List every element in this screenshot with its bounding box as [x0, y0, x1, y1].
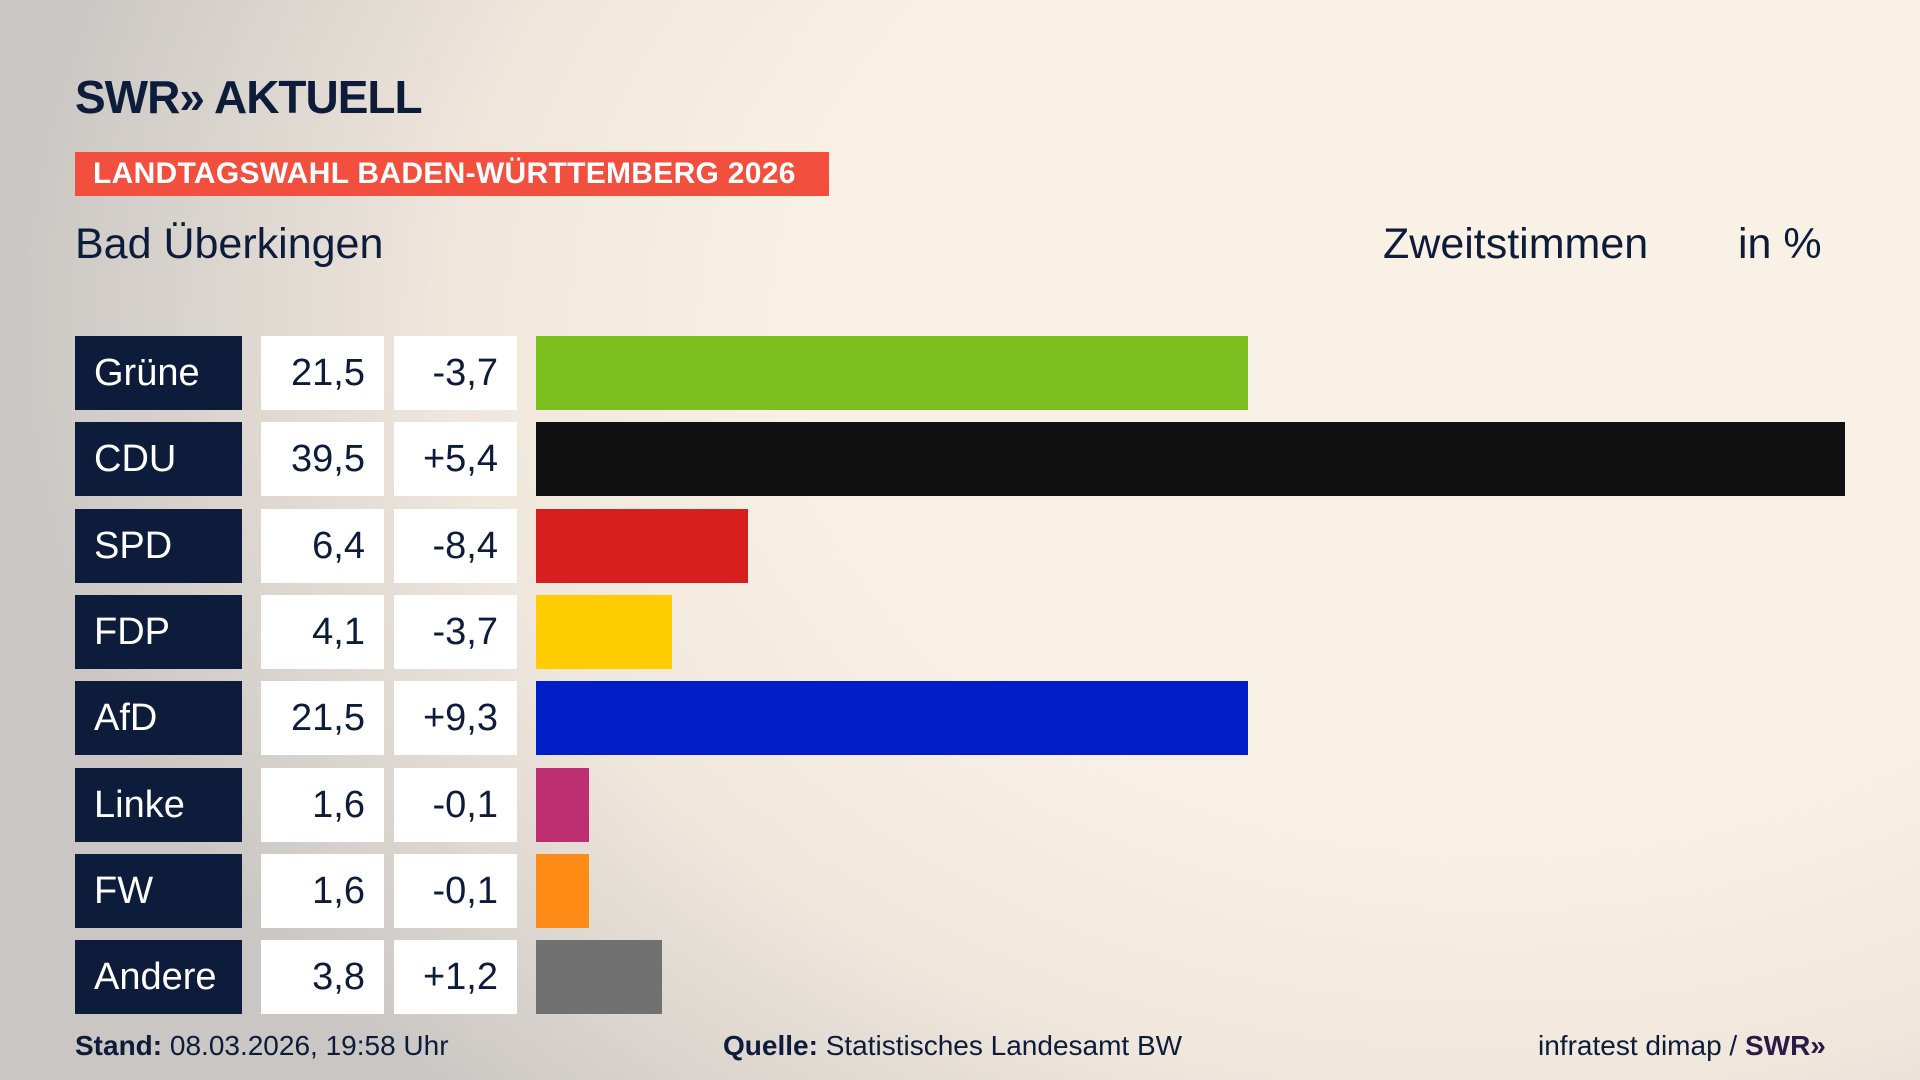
bar	[536, 594, 672, 669]
bar-row: AfD 21,5 +9,3	[75, 681, 1875, 756]
unit-label: in %	[1738, 220, 1822, 268]
value-label: 21,5	[261, 336, 384, 410]
stand-label: Stand:	[75, 1030, 163, 1061]
swr-logo: SWR»	[1744, 1030, 1826, 1061]
bar-row: SPD 6,4 -8,4	[75, 508, 1875, 583]
bar	[536, 853, 590, 928]
quelle-label: Quelle:	[723, 1030, 818, 1061]
party-label: CDU	[75, 422, 242, 497]
source: Quelle: Statistisches Landesamt BW	[723, 1030, 1182, 1062]
election-banner: LANDTAGSWAHL BADEN-WÜRTTEMBERG 2026	[75, 152, 829, 196]
bar-row: Grüne 21,5 -3,7	[75, 336, 1875, 410]
timestamp: Stand: 08.03.2026, 19:58 Uhr	[75, 1030, 449, 1062]
bar	[536, 422, 1845, 497]
party-label: FDP	[75, 594, 242, 669]
diff-label: -0,1	[394, 767, 517, 842]
diff-label: +5,4	[394, 422, 517, 497]
quelle-value: Statistisches Landesamt BW	[825, 1030, 1183, 1061]
value-label: 39,5	[261, 422, 384, 497]
diff-label: +9,3	[394, 681, 517, 756]
value-label: 1,6	[261, 767, 384, 842]
value-label: 21,5	[261, 681, 384, 756]
diff-label: -3,7	[394, 594, 517, 669]
value-label: 6,4	[261, 508, 384, 583]
credit: infratest dimap / SWR»	[1538, 1030, 1826, 1062]
diff-label: -8,4	[394, 508, 517, 583]
place-title: Bad Überkingen	[75, 220, 384, 268]
bar-row: Linke 1,6 -0,1	[75, 767, 1875, 842]
value-label: 3,8	[261, 940, 384, 1015]
bar-row: CDU 39,5 +5,4	[75, 422, 1875, 497]
vote-type: Zweitstimmen	[1383, 220, 1649, 268]
bar	[536, 508, 749, 583]
bar	[536, 940, 662, 1015]
diff-label: -0,1	[394, 853, 517, 928]
stand-value: 08.03.2026, 19:58 Uhr	[169, 1030, 449, 1061]
bar	[536, 681, 1249, 756]
bar-row: FW 1,6 -0,1	[75, 853, 1875, 928]
value-label: 1,6	[261, 853, 384, 928]
value-label: 4,1	[261, 594, 384, 669]
credit-text: infratest dimap /	[1538, 1030, 1738, 1061]
party-label: Grüne	[75, 336, 242, 410]
bar-row: Andere 3,8 +1,2	[75, 940, 1875, 1015]
diff-label: +1,2	[394, 940, 517, 1015]
party-label: SPD	[75, 508, 242, 583]
diff-label: -3,7	[394, 336, 517, 410]
party-label: FW	[75, 853, 242, 928]
bar	[536, 767, 590, 842]
swr-aktuell-logo: SWR» AKTUELL	[75, 71, 423, 123]
bar-row: FDP 4,1 -3,7	[75, 594, 1875, 669]
party-label: Linke	[75, 767, 242, 842]
bar	[536, 336, 1249, 410]
party-label: Andere	[75, 940, 242, 1015]
party-label: AfD	[75, 681, 242, 756]
